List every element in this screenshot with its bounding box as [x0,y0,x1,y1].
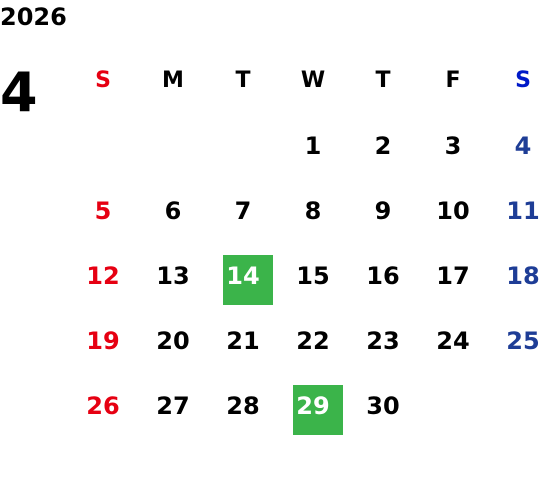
week-row-2: 5 6 7 8 9 10 11 [68,178,548,243]
day-cell [208,113,278,178]
weekday-sunday: S [95,68,111,93]
day-cell[interactable]: 25 [506,326,540,355]
day-cell[interactable]: 7 [234,196,252,225]
day-cell[interactable]: 17 [436,261,470,290]
day-cell[interactable]: 10 [436,196,470,225]
day-cell[interactable]: 22 [296,326,330,355]
day-cell[interactable]: 27 [156,391,190,420]
weekday-wednesday: W [300,68,326,93]
day-cell[interactable]: 6 [164,196,182,225]
weekday-saturday: S [515,68,531,93]
day-cell[interactable]: 30 [366,391,400,420]
calendar-grid: S M T W T F S 1 2 3 4 5 6 7 8 9 10 11 [68,48,548,438]
week-row-1: 1 2 3 4 [68,113,548,178]
weekday-monday: M [162,68,184,93]
day-cell [68,113,138,178]
day-cell[interactable]: 13 [156,261,190,290]
weekday-header-row: S M T W T F S [68,48,548,113]
day-cell-highlighted[interactable]: 29 [278,373,348,438]
month-number: 4 [0,61,38,124]
day-cell[interactable]: 8 [304,196,322,225]
day-cell[interactable]: 21 [226,326,260,355]
weekday-tuesday: T [235,68,251,93]
week-row-4: 19 20 21 22 23 24 25 [68,308,548,373]
day-cell[interactable]: 11 [506,196,540,225]
day-cell [138,113,208,178]
day-cell [488,373,548,438]
day-cell[interactable]: 2 [374,131,392,160]
day-cell[interactable]: 9 [374,196,392,225]
day-cell[interactable]: 4 [514,131,532,160]
day-cell[interactable]: 28 [226,391,260,420]
year-label: 2026 [0,3,67,31]
day-cell[interactable]: 24 [436,326,470,355]
day-cell[interactable]: 1 [304,131,322,160]
weekday-friday: F [445,68,461,93]
day-cell[interactable]: 18 [506,261,540,290]
day-cell[interactable]: 5 [94,196,112,225]
day-cell[interactable]: 3 [444,131,462,160]
day-cell [418,373,488,438]
day-cell[interactable]: 16 [366,261,400,290]
day-cell[interactable]: 26 [86,391,120,420]
day-cell[interactable]: 19 [86,326,120,355]
day-cell[interactable]: 20 [156,326,190,355]
weekday-thursday: T [375,68,391,93]
day-cell[interactable]: 15 [296,261,330,290]
week-row-5: 26 27 28 29 30 [68,373,548,438]
day-cell-highlighted[interactable]: 14 [208,243,278,308]
day-cell[interactable]: 12 [86,261,120,290]
week-row-3: 12 13 14 15 16 17 18 [68,243,548,308]
day-cell[interactable]: 23 [366,326,400,355]
